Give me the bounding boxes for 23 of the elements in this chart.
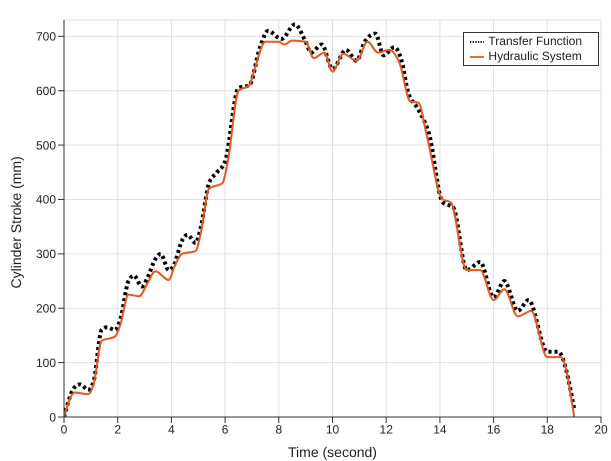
x-tick-label: 14 <box>433 422 447 437</box>
y-tick-label: 700 <box>36 30 56 44</box>
x-tick-label: 4 <box>168 422 176 437</box>
y-tick-label: 500 <box>36 138 56 152</box>
x-axis-title: Time (second) <box>288 444 377 460</box>
x-tick-label: 18 <box>540 422 554 437</box>
x-tick-label: 12 <box>380 422 394 437</box>
y-tick-label: 300 <box>36 247 56 262</box>
x-tick-label: 2 <box>114 422 122 437</box>
legend-label: Hydraulic System <box>488 49 582 63</box>
x-tick-label: 0 <box>60 422 68 437</box>
x-tick-label: 10 <box>326 422 340 437</box>
x-tick-label: 20 <box>594 422 608 437</box>
y-tick-label: 100 <box>36 356 56 370</box>
y-axis-title: Cylinder Stroke (mm) <box>8 156 24 288</box>
y-tick-label: 200 <box>36 301 56 316</box>
legend-label: Transfer Function <box>488 34 582 48</box>
y-tick-label: 400 <box>36 192 56 207</box>
y-tick-label: 600 <box>36 84 56 98</box>
x-tick-label: 16 <box>486 422 501 437</box>
y-tick-label: 0 <box>49 410 56 424</box>
x-tick-label: 6 <box>222 422 229 437</box>
x-tick-label: 8 <box>275 422 282 437</box>
